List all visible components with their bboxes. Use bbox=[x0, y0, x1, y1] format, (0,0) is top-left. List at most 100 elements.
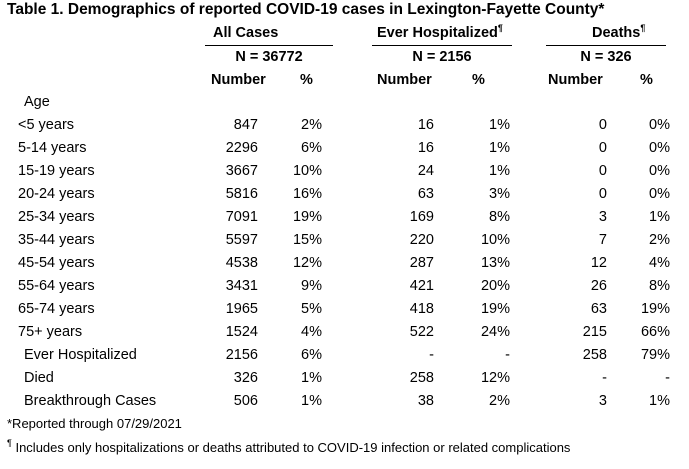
cell-number: 26 bbox=[590, 278, 607, 294]
cell-percent: 10% bbox=[480, 232, 510, 248]
footnote-mark: ¶ bbox=[7, 438, 12, 448]
cell-number: 38 bbox=[417, 393, 434, 409]
cell-number: 63 bbox=[417, 186, 434, 202]
cell-number: 418 bbox=[409, 301, 434, 317]
row-label: Breakthrough Cases bbox=[24, 393, 157, 409]
cell-percent: 0% bbox=[649, 186, 670, 202]
cell-percent: 2% bbox=[489, 393, 510, 409]
cell-number: 258 bbox=[582, 347, 607, 363]
row-label: 5-14 years bbox=[18, 140, 87, 156]
cell-number: 326 bbox=[233, 370, 258, 386]
cell-number: 3667 bbox=[225, 163, 258, 179]
cell-percent: 3% bbox=[489, 186, 510, 202]
cell-number: 2296 bbox=[225, 140, 258, 156]
table-row: 5-14 years 2296 6% 16 1% 0 0% bbox=[0, 137, 689, 160]
cell-percent: 16% bbox=[292, 186, 322, 202]
row-label: 75+ years bbox=[18, 324, 83, 340]
cell-percent: 10% bbox=[292, 163, 322, 179]
row-label: 25-34 years bbox=[18, 209, 95, 225]
cell-number: 0 bbox=[598, 140, 607, 156]
cell-percent: 6% bbox=[301, 140, 322, 156]
group-header-ever-hospitalized: Ever Hospitalized¶ bbox=[377, 23, 503, 42]
group-n-deaths: N = 326 bbox=[580, 49, 632, 65]
cell-percent: 19% bbox=[640, 301, 670, 317]
cell-percent: 24% bbox=[480, 324, 510, 340]
cell-percent: 1% bbox=[301, 393, 322, 409]
cell-number: 4538 bbox=[225, 255, 258, 271]
group-header-all-cases: All Cases bbox=[213, 25, 278, 41]
group-underline bbox=[372, 45, 512, 46]
cell-percent: 20% bbox=[480, 278, 510, 294]
cell-number: 847 bbox=[233, 117, 258, 133]
cell-percent: 1% bbox=[649, 209, 670, 225]
cell-number: 7 bbox=[598, 232, 607, 248]
cell-number: 287 bbox=[409, 255, 434, 271]
cell-number: 3 bbox=[598, 393, 607, 409]
cell-percent: 9% bbox=[301, 278, 322, 294]
footnote-hospitalization-definition: ¶ Includes only hospitalizations or deat… bbox=[7, 438, 570, 456]
cell-number: 0 bbox=[598, 186, 607, 202]
cell-percent: 15% bbox=[292, 232, 322, 248]
table-row: 35-44 years 5597 15% 220 10% 7 2% bbox=[0, 229, 689, 252]
cell-number: 16 bbox=[417, 117, 434, 133]
cell-number: 421 bbox=[409, 278, 434, 294]
footnote-mark: ¶ bbox=[497, 23, 503, 33]
footnote-reported-through: *Reported through 07/29/2021 bbox=[7, 416, 182, 431]
cell-number: 169 bbox=[409, 209, 434, 225]
cell-number: 0 bbox=[598, 117, 607, 133]
row-label: 35-44 years bbox=[18, 232, 95, 248]
table-row: 75+ years 1524 4% 522 24% 215 66% bbox=[0, 321, 689, 344]
cell-percent: 0% bbox=[649, 117, 670, 133]
group-header-label: All Cases bbox=[213, 25, 279, 41]
section-label: Age bbox=[24, 94, 50, 110]
cell-percent: 8% bbox=[649, 278, 670, 294]
group-header-deaths: Deaths¶ bbox=[592, 23, 646, 42]
cell-percent: - bbox=[505, 347, 510, 363]
row-label: 65-74 years bbox=[18, 301, 95, 317]
cell-percent: 1% bbox=[489, 140, 510, 156]
cell-percent: 4% bbox=[649, 255, 670, 271]
cell-percent: 0% bbox=[649, 140, 670, 156]
cell-percent: 1% bbox=[489, 163, 510, 179]
cell-number: 220 bbox=[409, 232, 434, 248]
cell-percent: 1% bbox=[301, 370, 322, 386]
cell-percent: 12% bbox=[292, 255, 322, 271]
group-underline bbox=[205, 45, 333, 46]
cell-number: - bbox=[602, 370, 607, 386]
row-label: Died bbox=[24, 370, 54, 386]
cell-number: 16 bbox=[417, 140, 434, 156]
cell-number: 5597 bbox=[225, 232, 258, 248]
col-header-number: Number bbox=[548, 72, 603, 88]
cell-percent: 13% bbox=[480, 255, 510, 271]
cell-number: 1965 bbox=[225, 301, 258, 317]
row-label: 15-19 years bbox=[18, 163, 95, 179]
cell-percent: 5% bbox=[301, 301, 322, 317]
cell-percent: 2% bbox=[301, 117, 322, 133]
cell-percent: 1% bbox=[489, 117, 510, 133]
group-underline bbox=[546, 45, 666, 46]
cell-percent: - bbox=[665, 370, 670, 386]
cell-number: 3 bbox=[598, 209, 607, 225]
cell-number: 0 bbox=[598, 163, 607, 179]
table-row: 55-64 years 3431 9% 421 20% 26 8% bbox=[0, 275, 689, 298]
cell-percent: 19% bbox=[292, 209, 322, 225]
cell-number: 258 bbox=[409, 370, 434, 386]
col-header-percent: % bbox=[640, 72, 653, 88]
table-row: 20-24 years 5816 16% 63 3% 0 0% bbox=[0, 183, 689, 206]
group-header-label: Deaths bbox=[592, 25, 641, 41]
table-row: Ever Hospitalized 2156 6% - - 258 79% bbox=[0, 344, 689, 367]
table-title: Table 1. Demographics of reported COVID-… bbox=[7, 1, 605, 18]
cell-number: 5816 bbox=[225, 186, 258, 202]
cell-percent: 79% bbox=[640, 347, 670, 363]
cell-number: 3431 bbox=[225, 278, 258, 294]
footnote-mark: ¶ bbox=[640, 23, 646, 33]
col-header-percent: % bbox=[472, 72, 485, 88]
row-label: 55-64 years bbox=[18, 278, 95, 294]
cell-percent: 2% bbox=[649, 232, 670, 248]
row-label: <5 years bbox=[18, 117, 75, 133]
table-row: 45-54 years 4538 12% 287 13% 12 4% bbox=[0, 252, 689, 275]
cell-number: 63 bbox=[590, 301, 607, 317]
cell-percent: 1% bbox=[649, 393, 670, 409]
section-row-age: Age bbox=[0, 91, 689, 114]
cell-percent: 8% bbox=[489, 209, 510, 225]
